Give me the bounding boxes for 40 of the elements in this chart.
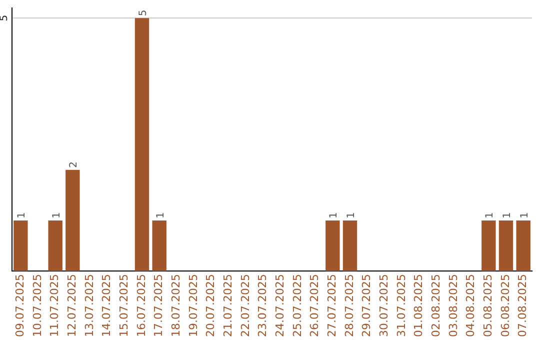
- x-tick-label: 01.08.2025: [412, 274, 426, 338]
- x-tick-label: 02.08.2025: [430, 274, 443, 338]
- data-label: 1: [155, 212, 166, 218]
- x-tick-label: 14.07.2025: [100, 274, 114, 338]
- x-tick-label: 04.08.2025: [464, 274, 478, 338]
- data-label: 1: [484, 212, 496, 218]
- x-tick-label: 07.08.2025: [516, 274, 530, 338]
- data-label: 1: [16, 212, 28, 218]
- x-tick-label: 10.07.2025: [30, 274, 44, 338]
- data-label: 1: [502, 212, 513, 218]
- data-label: 5: [138, 10, 149, 16]
- data-label: 1: [51, 212, 62, 218]
- x-tick-label: 22.07.2025: [238, 274, 252, 338]
- x-tick-label: 06.08.2025: [498, 274, 512, 338]
- x-tick-label: 20.07.2025: [204, 274, 218, 338]
- x-tick-label: 11.07.2025: [48, 274, 62, 338]
- x-tick-label: 25.07.2025: [290, 274, 304, 338]
- data-label: 1: [346, 212, 357, 218]
- x-tick-label: 23.07.2025: [256, 274, 270, 338]
- x-tick-label: 30.07.2025: [378, 274, 391, 338]
- x-tick-label: 31.07.2025: [394, 274, 408, 338]
- x-tick-label: 27.07.2025: [326, 274, 339, 338]
- x-tick-label: 13.07.2025: [82, 274, 96, 338]
- data-label: 1: [519, 212, 530, 218]
- x-tick-label: 03.08.2025: [446, 274, 460, 338]
- x-tick-label: 05.08.2025: [482, 274, 495, 338]
- x-tick-label: 12.07.2025: [66, 274, 79, 338]
- x-tick-label: 21.07.2025: [222, 274, 235, 338]
- x-tick-label: 28.07.2025: [342, 274, 356, 338]
- x-tick-label: 18.07.2025: [170, 274, 183, 338]
- x-tick-label: 16.07.2025: [134, 274, 148, 338]
- data-label: 1: [328, 212, 340, 218]
- x-tick-label: 15.07.2025: [118, 274, 131, 338]
- x-tick-label: 24.07.2025: [274, 274, 287, 338]
- x-tick-label: 29.07.2025: [360, 274, 374, 338]
- x-tick-label: 26.07.2025: [308, 274, 322, 338]
- x-tick-label: 17.07.2025: [152, 274, 166, 338]
- x-tick-label: 19.07.2025: [186, 274, 200, 338]
- x-tick-label: 09.07.2025: [14, 274, 27, 338]
- data-label: 2: [68, 161, 80, 168]
